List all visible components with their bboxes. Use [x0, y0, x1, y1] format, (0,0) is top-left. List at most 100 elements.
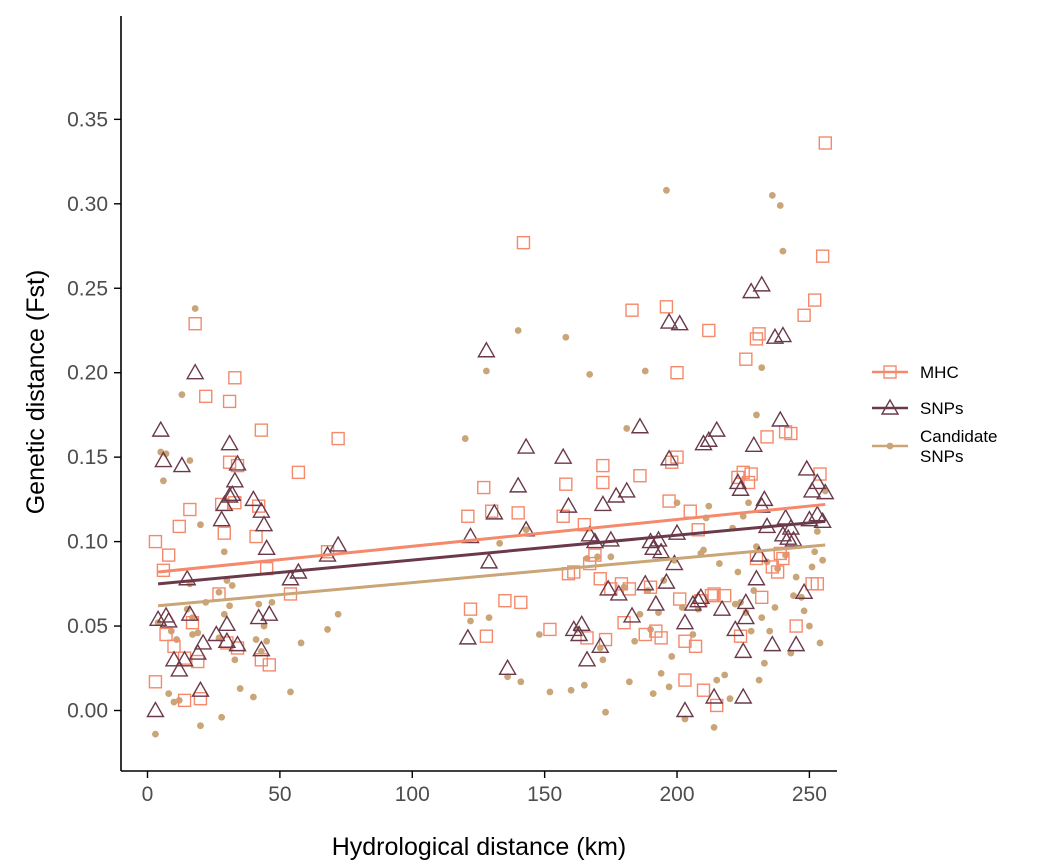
- points-layer: [146, 136, 835, 738]
- data-point: [742, 609, 750, 616]
- data-point: [222, 455, 237, 469]
- data-point: [787, 649, 795, 657]
- data-point: [217, 614, 237, 632]
- data-point: [816, 639, 824, 647]
- data-point: [477, 480, 491, 495]
- data-point: [226, 602, 233, 610]
- data-point: [770, 565, 785, 579]
- data-point: [159, 477, 167, 485]
- data-point: [189, 614, 196, 622]
- data-point: [821, 487, 829, 495]
- data-point: [815, 249, 830, 263]
- data-point: [683, 504, 697, 518]
- data-point: [601, 530, 621, 547]
- y-tick-label: 0.35: [67, 108, 108, 131]
- data-point: [641, 367, 649, 375]
- data-point: [250, 693, 257, 701]
- data-point: [771, 604, 779, 611]
- data-point: [766, 627, 774, 635]
- data-point: [800, 607, 808, 615]
- data-point: [657, 669, 665, 677]
- data-point: [508, 476, 528, 493]
- data-point: [694, 434, 713, 451]
- data-point: [631, 637, 639, 645]
- data-point: [164, 650, 184, 667]
- data-point: [254, 515, 274, 532]
- data-point: [702, 323, 716, 338]
- data-point: [172, 519, 186, 534]
- data-point: [696, 683, 711, 697]
- data-point: [252, 501, 271, 518]
- data-point: [755, 489, 774, 507]
- data-point: [758, 614, 766, 622]
- data-point: [736, 592, 756, 610]
- data-point: [734, 687, 753, 704]
- data-point: [800, 510, 819, 527]
- data-point: [249, 608, 268, 625]
- data-point: [154, 619, 162, 627]
- data-point: [647, 626, 654, 633]
- data-point: [688, 639, 703, 654]
- data-point: [763, 635, 782, 652]
- data-point: [739, 352, 753, 366]
- data-point: [228, 635, 247, 652]
- data-point: [609, 584, 628, 601]
- x-axis-title: Hydrological distance (km): [332, 833, 627, 861]
- data-point: [781, 518, 801, 535]
- data-point: [678, 673, 692, 687]
- data-point: [188, 317, 202, 331]
- y-tick-label: 0.15: [67, 446, 108, 469]
- data-point: [220, 434, 239, 451]
- data-point: [485, 614, 493, 622]
- data-point: [713, 676, 721, 684]
- data-point: [755, 676, 763, 684]
- data-point: [752, 275, 771, 292]
- data-point: [798, 593, 805, 601]
- data-point: [177, 693, 192, 708]
- data-point: [710, 698, 724, 713]
- data-point: [254, 653, 269, 667]
- data-point: [556, 509, 570, 523]
- data-point: [657, 572, 676, 589]
- data-point: [808, 473, 827, 490]
- data-point: [665, 554, 684, 571]
- data-point: [622, 606, 642, 623]
- data-point: [726, 620, 745, 637]
- data-point: [794, 582, 814, 599]
- data-point: [569, 625, 589, 642]
- legend-marker: [886, 442, 894, 450]
- data-point: [217, 631, 237, 648]
- trend-layer: [157, 502, 826, 608]
- data-point: [749, 545, 769, 562]
- data-point: [217, 526, 231, 540]
- data-point: [228, 454, 247, 471]
- data-point: [802, 481, 822, 498]
- data-point: [151, 420, 170, 437]
- data-point: [663, 186, 670, 194]
- data-point: [223, 484, 242, 502]
- data-point: [324, 626, 331, 633]
- data-point: [252, 636, 260, 643]
- data-point: [567, 686, 575, 694]
- data-point: [630, 417, 650, 434]
- data-point: [585, 532, 605, 549]
- data-point: [154, 451, 173, 468]
- data-point: [185, 363, 205, 380]
- data-point: [654, 631, 668, 645]
- data-point: [178, 391, 186, 399]
- data-point: [805, 577, 819, 591]
- data-point: [287, 688, 294, 696]
- data-point: [186, 457, 194, 464]
- data-point: [461, 527, 480, 544]
- data-point: [260, 622, 268, 630]
- data-point: [543, 622, 557, 637]
- data-point: [790, 592, 797, 600]
- data-point: [670, 314, 689, 331]
- data-point: [252, 640, 271, 657]
- data-point: [675, 701, 695, 718]
- data-point: [623, 425, 631, 432]
- data-point: [191, 654, 205, 669]
- data-point: [183, 502, 197, 517]
- data-point: [596, 644, 604, 652]
- data-point: [188, 643, 208, 660]
